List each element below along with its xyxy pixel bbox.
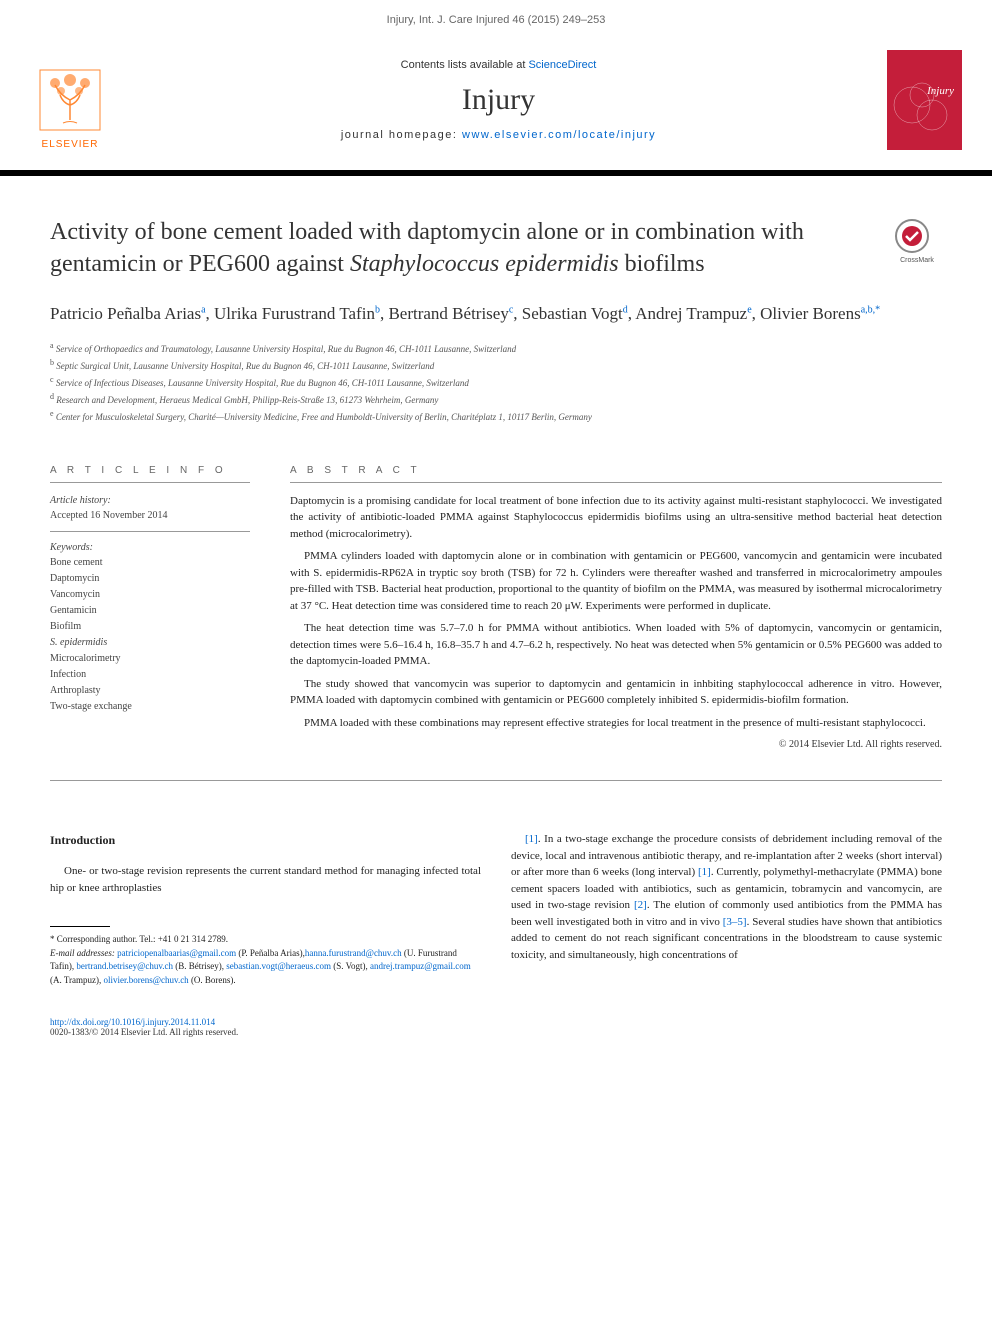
crossmark-icon: CrossMark xyxy=(892,216,942,266)
keyword: Infection xyxy=(50,667,250,683)
journal-title: Injury xyxy=(130,83,867,117)
svg-text:CrossMark: CrossMark xyxy=(900,257,934,264)
article-info-heading: A R T I C L E I N F O xyxy=(50,465,250,483)
doi-footer: http://dx.doi.org/10.1016/j.injury.2014.… xyxy=(0,1017,992,1067)
email-link[interactable]: andrej.trampuz@gmail.com xyxy=(370,961,471,971)
keyword: Vancomycin xyxy=(50,587,250,603)
abstract-text: Daptomycin is a promising candidate for … xyxy=(290,493,942,732)
email-addresses: E-mail addresses: patriciopenalbaarias@g… xyxy=(50,947,481,988)
right-column: [1]. In a two-stage exchange the procedu… xyxy=(511,831,942,987)
keyword: Daptomycin xyxy=(50,571,250,587)
affiliation: a Service of Orthopaedics and Traumatolo… xyxy=(50,340,942,357)
author: Ulrika Furustrand Tafinb xyxy=(214,304,380,323)
elsevier-label: ELSEVIER xyxy=(42,139,99,150)
keywords-list: Bone cementDaptomycinVancomycinGentamici… xyxy=(50,555,250,715)
article-info-sidebar: A R T I C L E I N F O Article history: A… xyxy=(50,465,250,751)
affiliation: e Center for Musculoskeletal Surgery, Ch… xyxy=(50,408,942,425)
journal-center: Contents lists available at ScienceDirec… xyxy=(130,50,867,150)
journal-cover-thumb[interactable]: Injury xyxy=(887,50,962,150)
body-columns: Introduction One- or two-stage revision … xyxy=(0,781,992,1017)
article-history: Article history: Accepted 16 November 20… xyxy=(50,493,250,715)
author: Andrej Trampuze xyxy=(635,304,751,323)
corresponding-author: * Corresponding author. Tel.: +41 0 21 3… xyxy=(50,933,481,947)
affiliation: b Septic Surgical Unit, Lausanne Univers… xyxy=(50,357,942,374)
elsevier-logo[interactable]: ELSEVIER xyxy=(30,50,110,150)
affiliation-list: a Service of Orthopaedics and Traumatolo… xyxy=(50,340,942,425)
footnote-rule xyxy=(50,926,110,927)
abstract-copyright: © 2014 Elsevier Ltd. All rights reserved… xyxy=(290,739,942,750)
journal-header: ELSEVIER Contents lists available at Sci… xyxy=(0,40,992,176)
footnotes: * Corresponding author. Tel.: +41 0 21 3… xyxy=(50,933,481,987)
keyword: Microcalorimetry xyxy=(50,651,250,667)
keyword: S. epidermidis xyxy=(50,635,250,651)
article-header: CrossMark Activity of bone cement loaded… xyxy=(0,176,992,445)
cover-graphic-icon xyxy=(887,50,962,150)
intro-para-1: One- or two-stage revision represents th… xyxy=(50,863,481,896)
affiliation: d Research and Development, Heraeus Medi… xyxy=(50,391,942,408)
ref-3-5[interactable]: [3–5] xyxy=(723,916,747,928)
issn-copyright: 0020-1383/© 2014 Elsevier Ltd. All right… xyxy=(50,1027,238,1037)
keyword: Two-stage exchange xyxy=(50,699,250,715)
introduction-heading: Introduction xyxy=(50,831,481,849)
article-title: Activity of bone cement loaded with dapt… xyxy=(50,216,942,281)
info-abstract-row: A R T I C L E I N F O Article history: A… xyxy=(50,445,942,782)
elsevier-tree-icon xyxy=(35,65,105,135)
intro-para-2: [1]. In a two-stage exchange the procedu… xyxy=(511,831,942,963)
cover-title: Injury xyxy=(927,85,954,97)
author: Olivier Borensa,b,* xyxy=(760,304,880,323)
sciencedirect-link[interactable]: ScienceDirect xyxy=(528,59,596,71)
ref-2[interactable]: [2] xyxy=(634,899,647,911)
author-list: Patricio Peñalba Ariasa, Ulrika Furustra… xyxy=(50,301,942,327)
keyword: Bone cement xyxy=(50,555,250,571)
keyword: Gentamicin xyxy=(50,603,250,619)
masthead-citation: Injury, Int. J. Care Injured 46 (2015) 2… xyxy=(0,0,992,40)
homepage-link[interactable]: www.elsevier.com/locate/injury xyxy=(462,129,656,141)
citation-text: Injury, Int. J. Care Injured 46 (2015) 2… xyxy=(387,14,606,26)
author: Sebastian Vogtd xyxy=(522,304,628,323)
crossmark-badge[interactable]: CrossMark xyxy=(892,216,942,266)
email-link[interactable]: patriciopenalbaarias@gmail.com xyxy=(117,948,236,958)
journal-homepage: journal homepage: www.elsevier.com/locat… xyxy=(130,129,867,141)
doi-link[interactable]: http://dx.doi.org/10.1016/j.injury.2014.… xyxy=(50,1017,215,1027)
email-link[interactable]: hanna.furustrand@chuv.ch xyxy=(305,948,402,958)
abstract-heading: A B S T R A C T xyxy=(290,465,942,483)
affiliation: c Service of Infectious Diseases, Lausan… xyxy=(50,374,942,391)
left-column: Introduction One- or two-stage revision … xyxy=(50,831,481,987)
email-link[interactable]: bertrand.betrisey@chuv.ch xyxy=(76,961,173,971)
ref-1[interactable]: [1] xyxy=(525,833,538,845)
author: Bertrand Bétriseyc xyxy=(388,304,513,323)
email-link[interactable]: olivier.borens@chuv.ch xyxy=(104,975,189,985)
author: Patricio Peñalba Ariasa xyxy=(50,304,206,323)
contents-available: Contents lists available at ScienceDirec… xyxy=(130,59,867,71)
keyword: Biofilm xyxy=(50,619,250,635)
ref-1b[interactable]: [1] xyxy=(698,866,711,878)
keyword: Arthroplasty xyxy=(50,683,250,699)
abstract-column: A B S T R A C T Daptomycin is a promisin… xyxy=(290,465,942,751)
email-link[interactable]: sebastian.vogt@heraeus.com xyxy=(226,961,331,971)
